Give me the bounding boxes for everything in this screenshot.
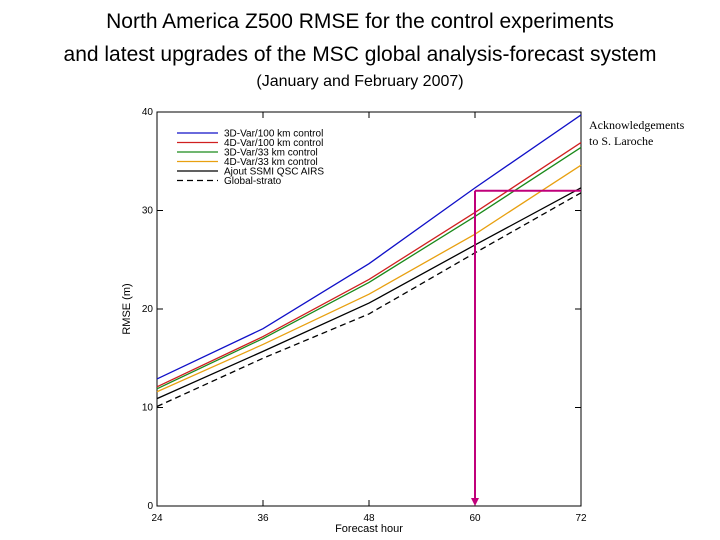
series-line-4: [156, 187, 582, 400]
chart-title-line-2: and latest upgrades of the MSC global an…: [63, 43, 657, 66]
series-line-0: [156, 114, 582, 380]
acknowledgement-note: Acknowledgements to S. Laroche: [589, 117, 719, 149]
x-tick-label-0: 24: [151, 513, 163, 524]
series-lines: [156, 114, 582, 408]
x-tick-label-1: 36: [257, 513, 269, 524]
annotations: [471, 189, 581, 506]
chart-subtitle: (January and February 2007): [256, 73, 464, 90]
y-axis-label: RMSE (m): [121, 283, 133, 334]
annotation-arrow-head: [471, 498, 479, 506]
acknowledgement-line-1: Acknowledgements: [589, 118, 685, 132]
x-axis-label: Forecast hour: [335, 523, 403, 535]
legend-box: [172, 126, 371, 188]
x-tick-label-4: 72: [575, 513, 587, 524]
legend-label-5: Global-strato: [224, 176, 282, 187]
axis-tick-labels: 24 36 48 60 72 0 10 20 30 40: [142, 107, 587, 524]
acknowledgement-line-2: to S. Laroche: [589, 134, 654, 148]
legend-label-3: 4D-Var/33 km control: [224, 157, 318, 168]
y-tick-label-3: 30: [142, 206, 154, 217]
y-tick-label-1: 10: [142, 403, 154, 414]
series-line-5: [156, 192, 582, 408]
x-tick-label-3: 60: [469, 513, 481, 524]
legend-label-4: Ajout SSMI QSC AIRS: [224, 167, 324, 178]
series-line-3: [156, 164, 582, 393]
y-tick-label-0: 0: [147, 501, 153, 512]
legend-label-0: 3D-Var/100 km control: [224, 129, 323, 140]
legend-label-2: 3D-Var/33 km control: [224, 148, 318, 159]
series-line-1: [156, 141, 582, 388]
chart-title-line-1: North America Z500 RMSE for the control …: [106, 10, 614, 33]
y-tick-label-2: 20: [142, 304, 154, 315]
y-tick-label-4: 40: [142, 107, 154, 118]
legend-label-1: 4D-Var/100 km control: [224, 138, 323, 149]
x-tick-label-2: 48: [363, 513, 375, 524]
series-line-2: [156, 146, 582, 390]
